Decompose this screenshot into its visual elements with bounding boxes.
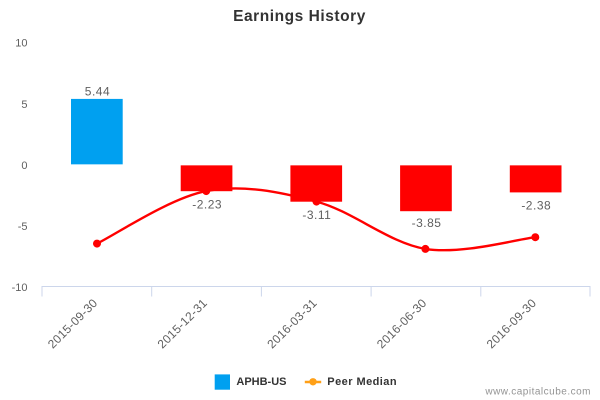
svg-text:-5: -5 [18,221,28,233]
svg-text:5.44: 5.44 [85,85,110,99]
svg-text:10: 10 [15,38,27,50]
svg-text:0: 0 [21,160,27,172]
svg-text:www.capitalcube.com: www.capitalcube.com [484,387,591,398]
svg-text:5: 5 [21,99,27,111]
svg-text:-2.38: -2.38 [521,199,551,213]
svg-text:-3.11: -3.11 [302,208,331,222]
svg-text:-2.23: -2.23 [192,197,222,211]
svg-text:APHB-US: APHB-US [236,376,286,388]
svg-text:Peer Median: Peer Median [327,376,397,388]
svg-text:-10: -10 [12,282,28,294]
svg-text:Earnings History: Earnings History [233,8,366,25]
svg-text:-3.85: -3.85 [412,216,442,230]
